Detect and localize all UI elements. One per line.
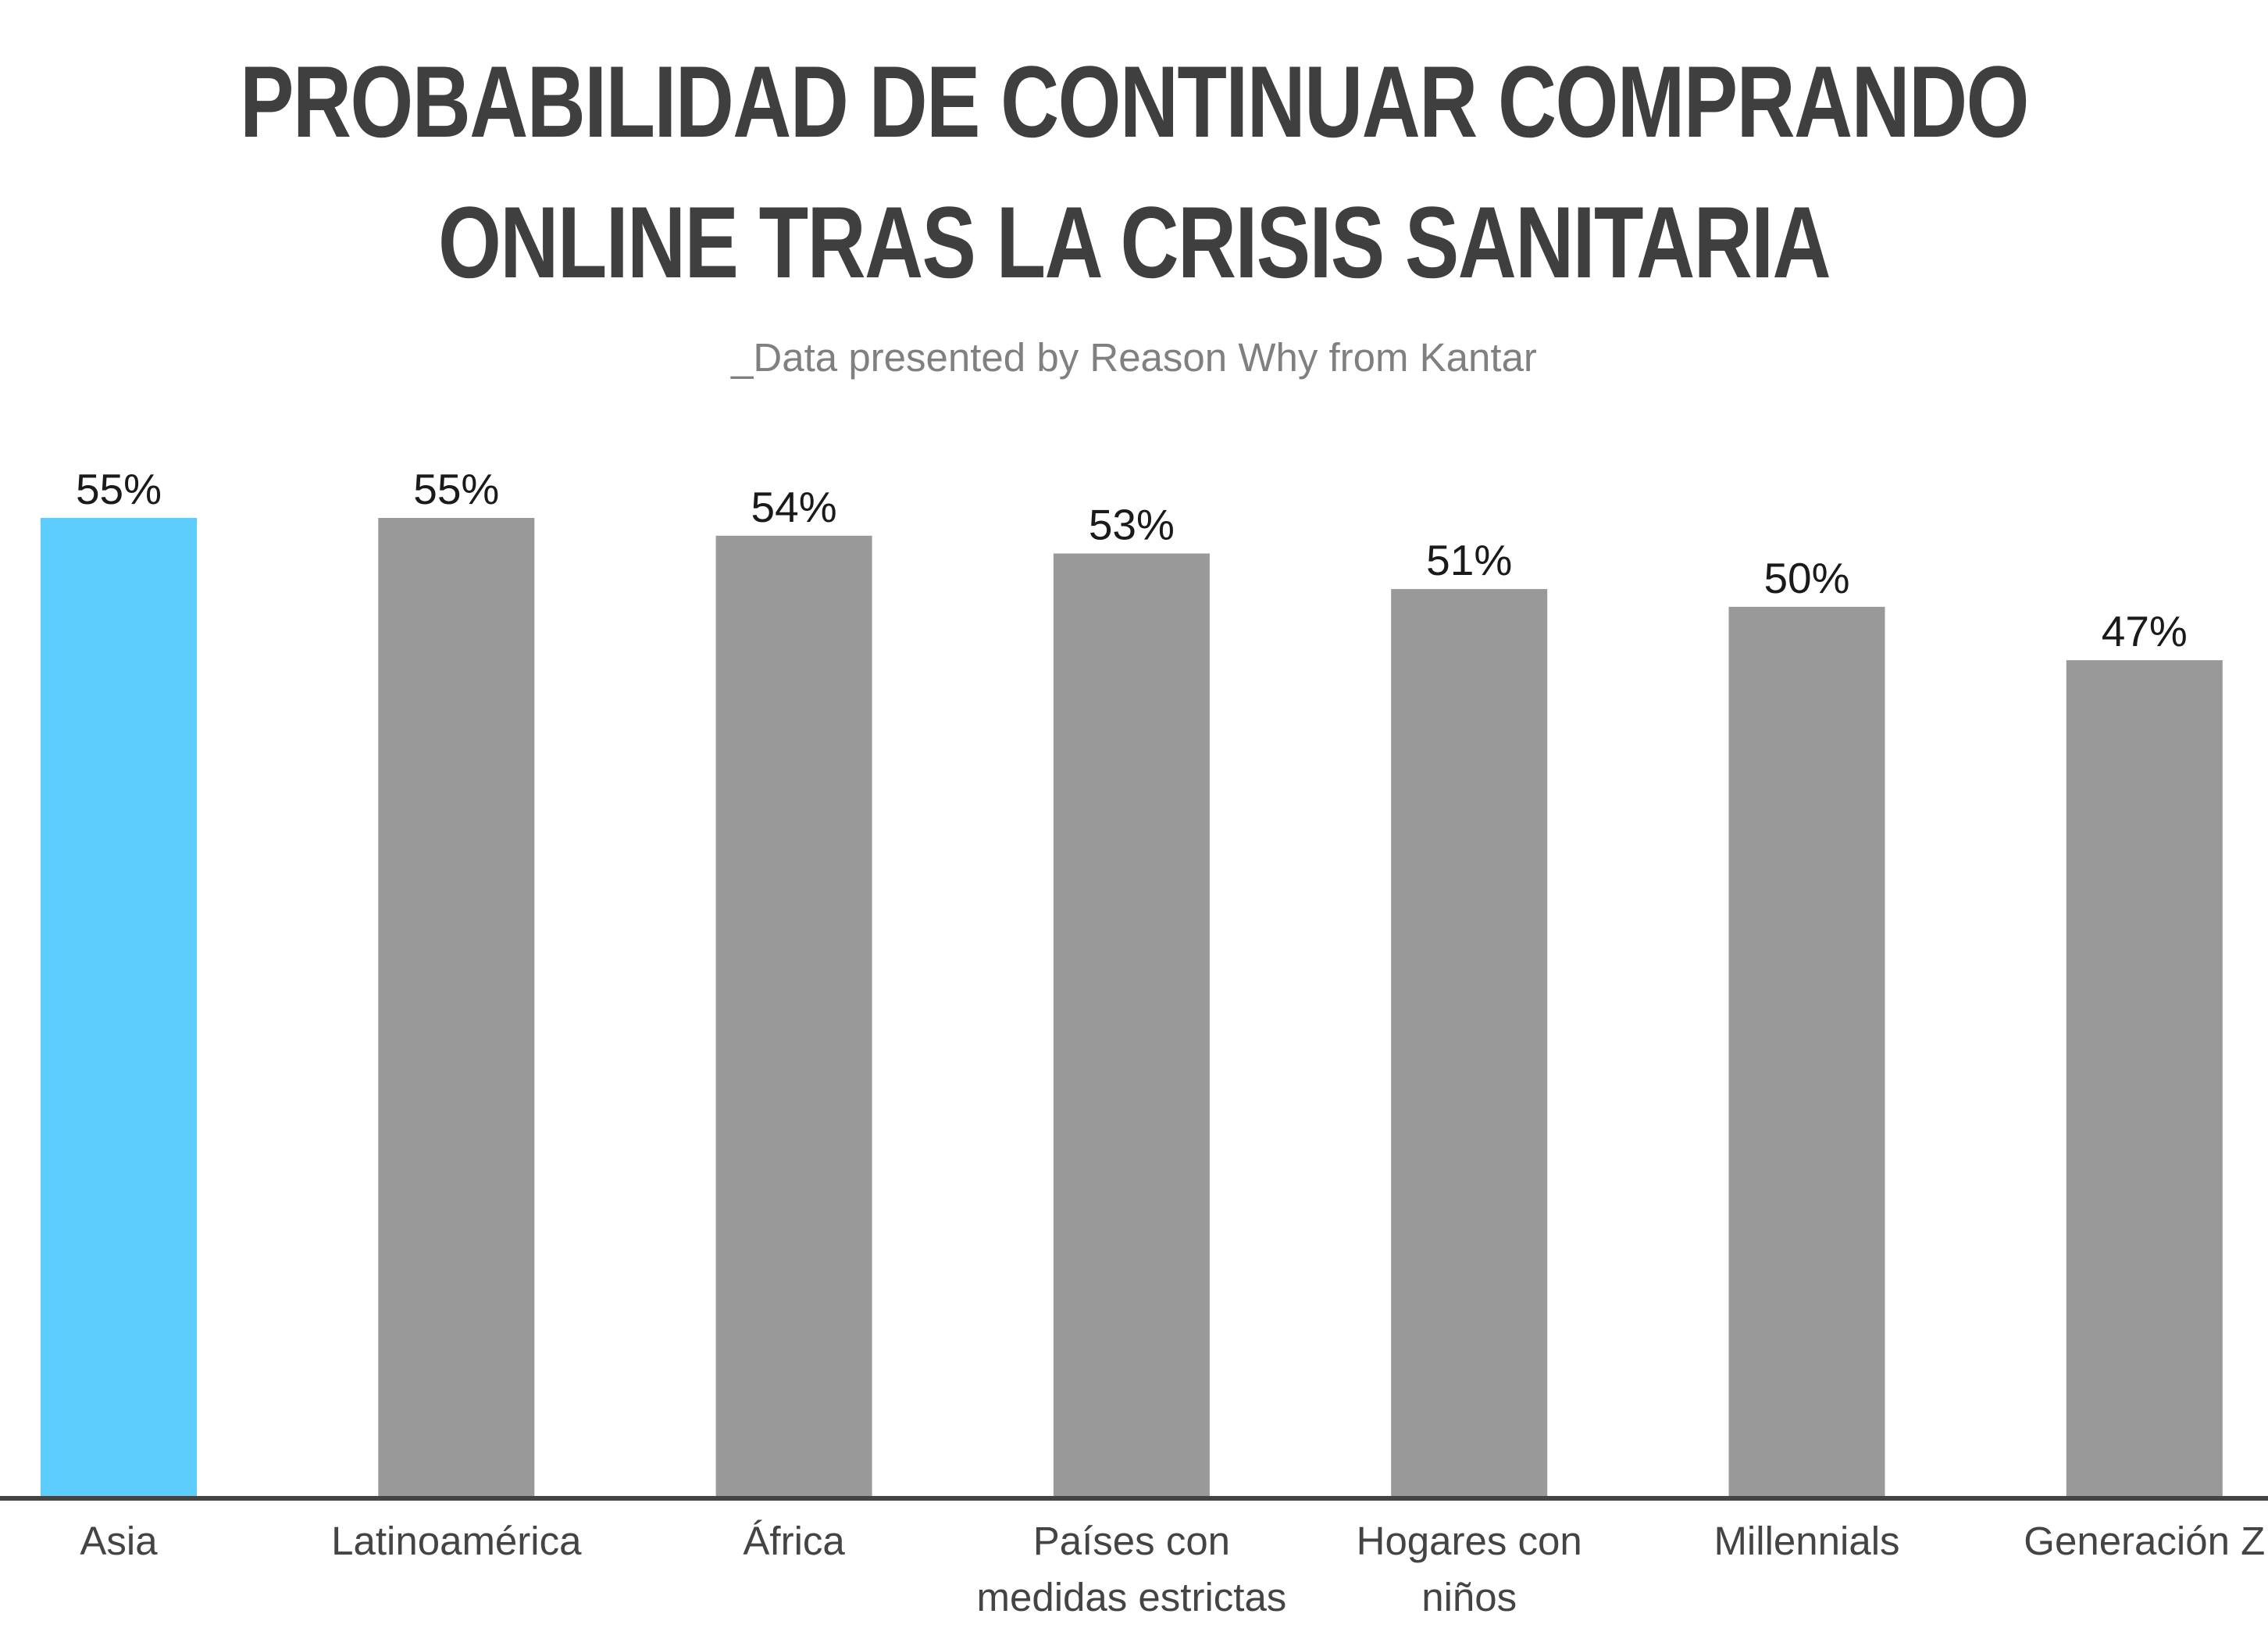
value-label-1: 55%: [413, 465, 499, 513]
bar-1: [378, 518, 535, 1496]
value-label-4: 51%: [1426, 536, 1512, 584]
chart-subtitle: _Data presented by Reason Why from Kanta…: [731, 335, 1537, 380]
category-label-4-line-0: Hogares con: [1357, 1519, 1582, 1563]
bar-2: [715, 535, 872, 1496]
category-label-0: Asia: [80, 1519, 158, 1563]
bar-4: [1391, 589, 1548, 1496]
category-label-1: Latinoamérica: [331, 1519, 582, 1563]
value-label-3: 53%: [1089, 501, 1175, 549]
chart-title: PROBABILIDAD DE CONTINUAR COMPRANDO ONLI…: [226, 31, 2041, 312]
category-label-2: África: [743, 1519, 845, 1563]
value-label-6: 47%: [2102, 607, 2188, 655]
bar-0: [41, 518, 197, 1496]
bar-6: [2066, 660, 2223, 1496]
value-label-5: 50%: [1763, 554, 1849, 602]
bar-5: [1728, 606, 1885, 1497]
category-label-5: Millennials: [1713, 1519, 1899, 1563]
category-label-6: Generación Z: [2024, 1519, 2265, 1563]
value-label-2: 54%: [751, 483, 837, 531]
value-label-0: 55%: [76, 465, 162, 513]
category-label-4-line-1: niños: [1421, 1575, 1517, 1619]
chart-title-line-1: PROBABILIDAD DE CONTINUAR COMPRANDO: [240, 45, 2029, 159]
category-label-3-line-1: medidas estrictas: [976, 1575, 1286, 1619]
category-label-3-line-0: Países con: [1033, 1519, 1230, 1563]
chart-title-line-2: ONLINE TRAS LA CRISIS SANITARIA: [438, 185, 1831, 299]
bar-3: [1053, 553, 1210, 1496]
